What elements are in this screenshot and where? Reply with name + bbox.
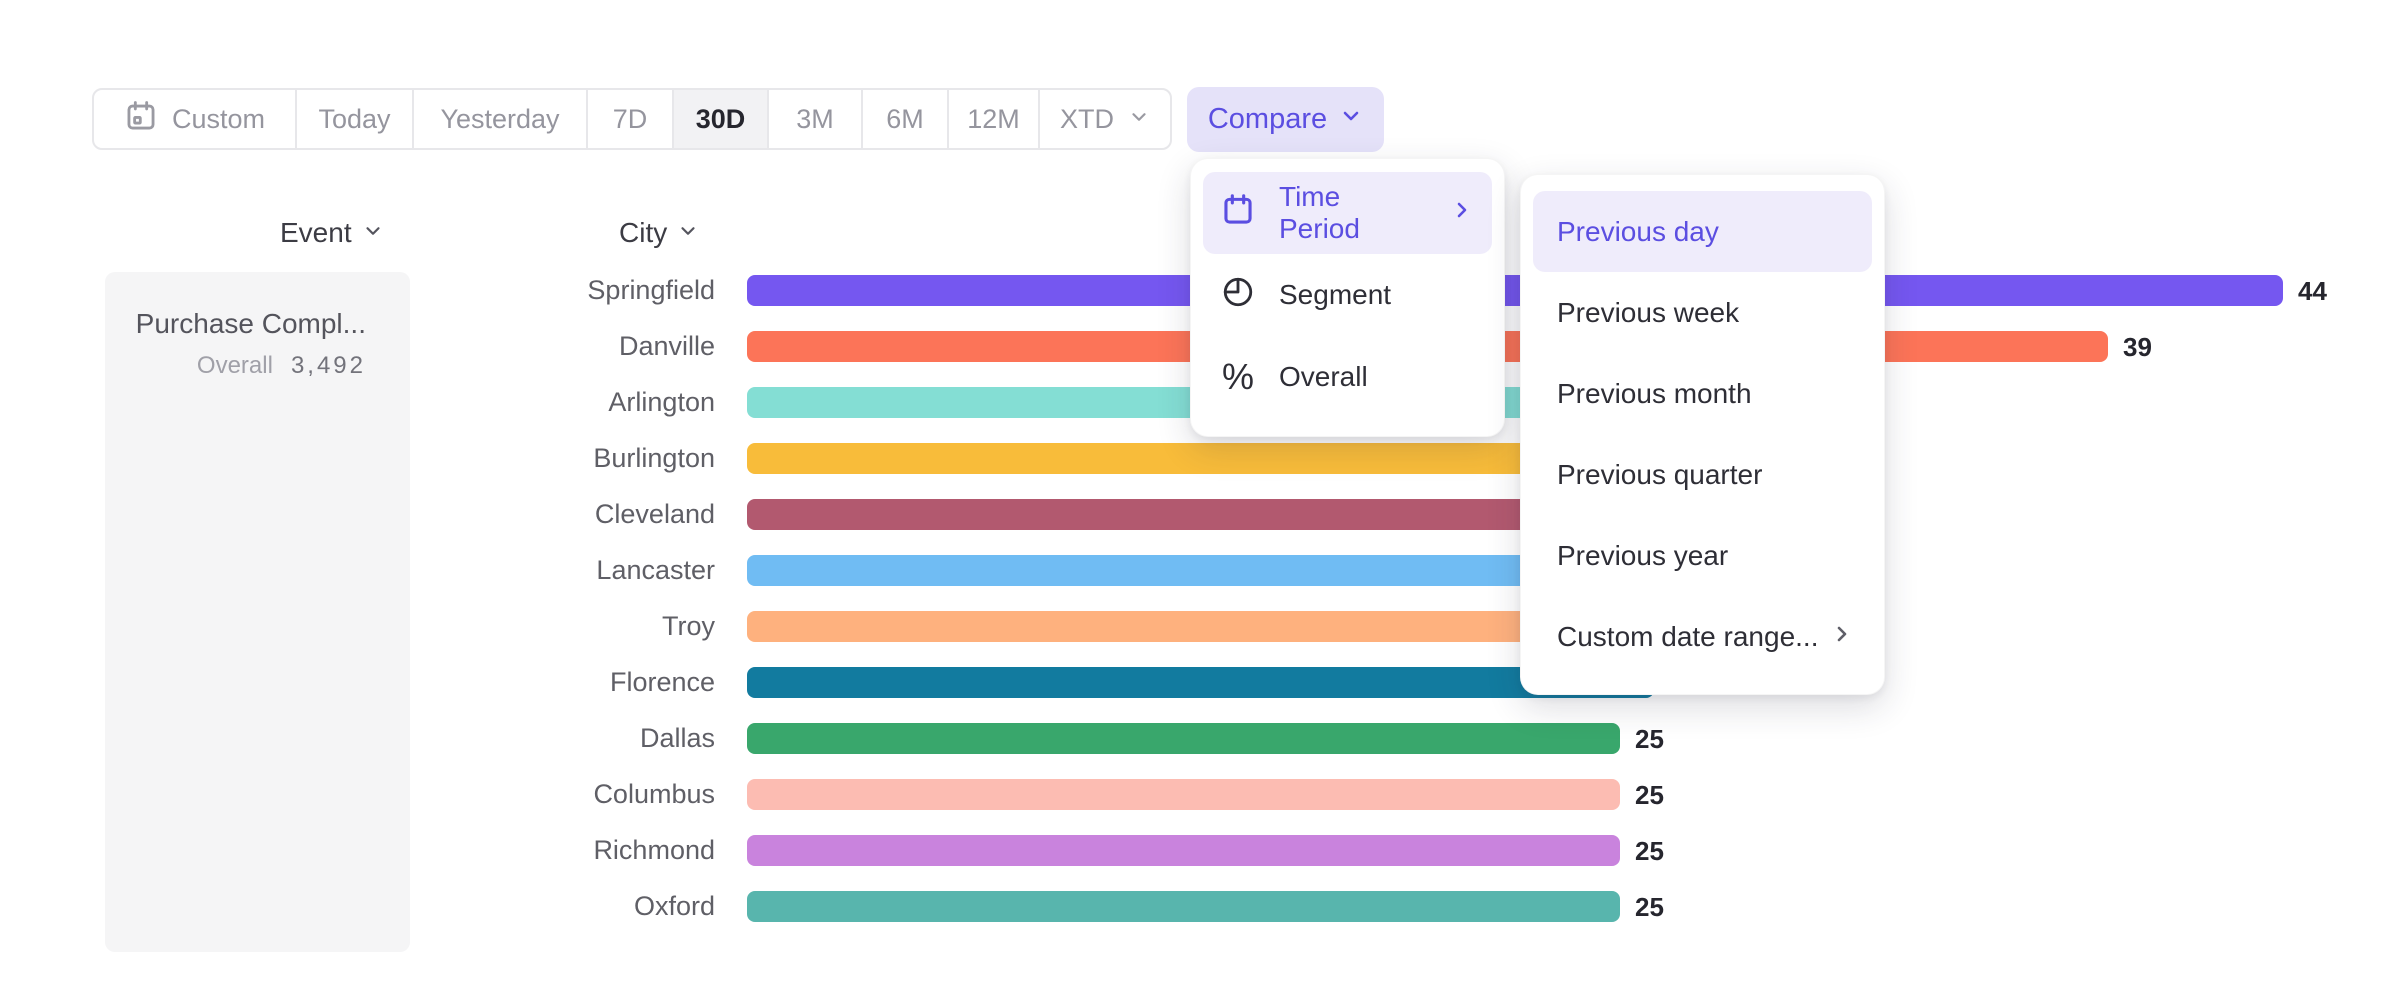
city-header-label: City bbox=[619, 217, 668, 248]
range-label: 6M bbox=[886, 103, 924, 134]
city-label: Columbus bbox=[593, 779, 715, 809]
range-button-xtd[interactable]: XTD bbox=[1040, 90, 1170, 148]
calendar-icon bbox=[124, 99, 158, 140]
chart-row: Richmond 25 bbox=[0, 834, 2394, 866]
chart-row: Cleveland bbox=[0, 498, 2394, 530]
city-label: Cleveland bbox=[594, 499, 715, 529]
menu-item-label: Overall bbox=[1279, 361, 1368, 392]
event-card[interactable]: Purchase Compl... Overall 3,492 bbox=[105, 272, 410, 952]
overall-label: Overall bbox=[196, 352, 273, 379]
compare-menu: Time Period Segment % Overall bbox=[1190, 158, 1505, 437]
submenu-item-label: Previous month bbox=[1557, 377, 1752, 409]
submenu-item-label: Previous year bbox=[1557, 539, 1729, 571]
time-period-submenu: Previous day Previous week Previous mont… bbox=[1520, 174, 1885, 695]
chart-row: Dallas 25 bbox=[0, 722, 2394, 754]
bar-segment[interactable] bbox=[747, 667, 1654, 698]
chevron-right-icon bbox=[1830, 621, 1854, 653]
range-label: 7D bbox=[612, 103, 648, 134]
submenu-item-custom-date-range[interactable]: Custom date range... bbox=[1533, 596, 1872, 677]
city-label: Arlington bbox=[608, 387, 715, 417]
bar-segment[interactable] bbox=[747, 891, 1620, 922]
menu-item-segment[interactable]: Segment bbox=[1203, 254, 1492, 336]
range-label: Yesterday bbox=[440, 103, 560, 134]
bar-segment[interactable] bbox=[747, 723, 1620, 754]
range-label: 12M bbox=[967, 103, 1020, 134]
range-button-custom[interactable]: Custom bbox=[94, 90, 297, 148]
menu-item-label: Segment bbox=[1279, 279, 1392, 310]
chevron-down-icon bbox=[1339, 103, 1363, 136]
chart-row: Burlington bbox=[0, 442, 2394, 474]
menu-item-label: Time Period bbox=[1279, 181, 1360, 244]
city-label: Danville bbox=[618, 331, 715, 361]
bar-value: 39 bbox=[2123, 332, 2152, 362]
bar-segment[interactable] bbox=[747, 779, 1620, 810]
bar-value: 25 bbox=[1635, 780, 1664, 810]
compare-label: Compare bbox=[1207, 103, 1328, 135]
menu-item-overall[interactable]: % Overall bbox=[1203, 336, 1492, 418]
bar-value: 25 bbox=[1635, 836, 1664, 866]
segment-icon bbox=[1221, 275, 1255, 316]
event-overall: Overall 3,492 bbox=[105, 352, 366, 380]
city-label: Burlington bbox=[593, 443, 715, 473]
bar-value: 44 bbox=[2298, 276, 2327, 306]
submenu-item-label: Previous quarter bbox=[1557, 458, 1763, 490]
chart-row: Springfield 44 bbox=[0, 274, 2394, 306]
range-label: 3M bbox=[796, 103, 834, 134]
range-button-12m[interactable]: 12M bbox=[949, 90, 1040, 148]
range-label: Today bbox=[318, 103, 391, 134]
range-label: XTD bbox=[1060, 103, 1114, 134]
submenu-item-label: Previous week bbox=[1557, 296, 1740, 328]
bar-segment[interactable] bbox=[747, 835, 1620, 866]
calendar-icon bbox=[1221, 193, 1255, 234]
submenu-item-label: Previous day bbox=[1557, 215, 1719, 247]
chevron-right-icon bbox=[1450, 197, 1474, 229]
overall-value: 3,492 bbox=[290, 352, 366, 379]
range-label: Custom bbox=[171, 103, 266, 134]
bar-value: 25 bbox=[1635, 892, 1664, 922]
event-column-header[interactable]: Event bbox=[280, 216, 384, 250]
city-label: Lancaster bbox=[596, 555, 715, 585]
city-column-header[interactable]: City bbox=[619, 216, 699, 250]
range-button-3m[interactable]: 3M bbox=[769, 90, 863, 148]
submenu-item-label: Custom date range... bbox=[1557, 620, 1819, 652]
bar-segment[interactable] bbox=[747, 611, 1654, 642]
range-button-7d[interactable]: 7D bbox=[588, 90, 674, 148]
bar-segment[interactable] bbox=[747, 275, 2283, 306]
city-label: Oxford bbox=[633, 891, 715, 921]
range-label: 30D bbox=[695, 103, 746, 134]
submenu-item-previous-week[interactable]: Previous week bbox=[1533, 272, 1872, 353]
chevron-down-icon bbox=[362, 217, 384, 249]
date-range-toolbar: Custom Today Yesterday 7D 30D 3M 6M 12M … bbox=[92, 88, 1172, 150]
chart-row: Troy bbox=[0, 610, 2394, 642]
range-button-yesterday[interactable]: Yesterday bbox=[414, 90, 588, 148]
city-label: Springfield bbox=[587, 275, 715, 305]
submenu-item-previous-month[interactable]: Previous month bbox=[1533, 353, 1872, 434]
compare-button[interactable]: Compare bbox=[1187, 87, 1384, 152]
percent-icon: % bbox=[1221, 356, 1254, 397]
chevron-down-icon bbox=[1128, 104, 1150, 135]
bar-value: 25 bbox=[1635, 724, 1664, 754]
city-label: Florence bbox=[609, 667, 715, 697]
range-button-today[interactable]: Today bbox=[297, 90, 414, 148]
event-name: Purchase Compl... bbox=[135, 308, 366, 339]
city-label: Troy bbox=[662, 611, 715, 641]
chart-row: Oxford 25 bbox=[0, 890, 2394, 922]
menu-item-time-period[interactable]: Time Period bbox=[1203, 172, 1492, 254]
submenu-item-previous-year[interactable]: Previous year bbox=[1533, 515, 1872, 596]
chart-row: Florence bbox=[0, 666, 2394, 698]
submenu-item-previous-day[interactable]: Previous day bbox=[1533, 191, 1872, 272]
city-label: Dallas bbox=[639, 723, 715, 753]
chevron-down-icon bbox=[677, 217, 699, 249]
range-button-30d[interactable]: 30D bbox=[674, 90, 769, 148]
chart-row: Lancaster bbox=[0, 554, 2394, 586]
city-label: Richmond bbox=[593, 835, 715, 865]
submenu-item-previous-quarter[interactable]: Previous quarter bbox=[1533, 434, 1872, 515]
event-header-label: Event bbox=[280, 217, 352, 248]
range-button-6m[interactable]: 6M bbox=[863, 90, 949, 148]
chart-row: Columbus 25 bbox=[0, 778, 2394, 810]
